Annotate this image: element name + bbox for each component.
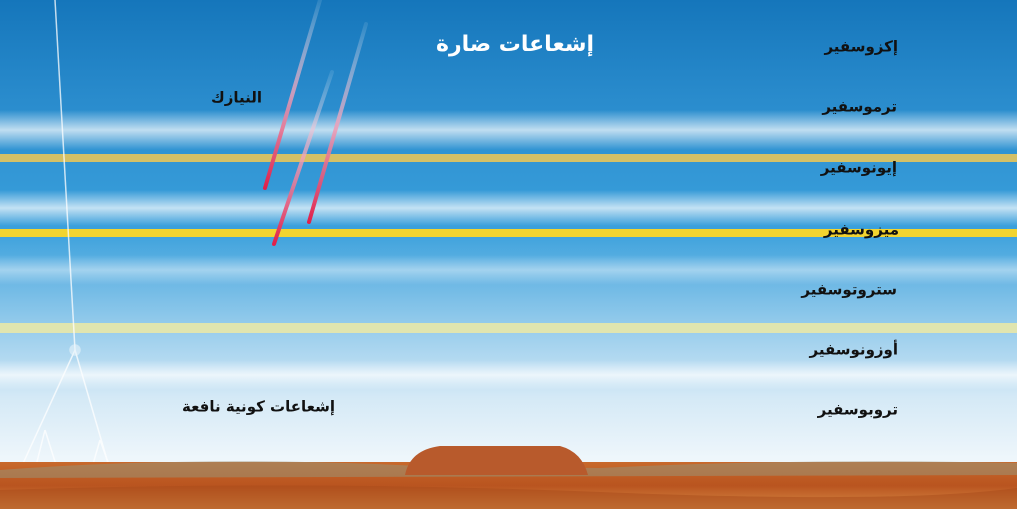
ground-texture [0,485,1017,509]
title: إشعاعات ضارة [436,32,594,57]
layer-label: ميزوسفير [823,221,899,239]
rock [405,446,588,475]
light-band [0,360,1017,390]
boundary-line [0,229,1017,237]
layer-label: ستروتوسفير [800,281,897,299]
layer-label: أوزونوسفير [809,340,898,359]
boundary-line [0,154,1017,162]
meteors [263,0,368,246]
light-band [0,110,1017,150]
boundary-line [0,323,1017,333]
light-band [0,190,1017,226]
light-band [0,255,1017,285]
layer-label: تروبوسفير [817,401,898,419]
meteors-label: النيازك [211,89,262,107]
layer-label: ترموسفير [821,98,897,116]
layer-label: إيونوسفير [820,159,897,177]
layer-label: إكزوسفير [823,38,898,56]
cosmic-rays-label: إشعاعات كونية نافعة [182,398,335,416]
